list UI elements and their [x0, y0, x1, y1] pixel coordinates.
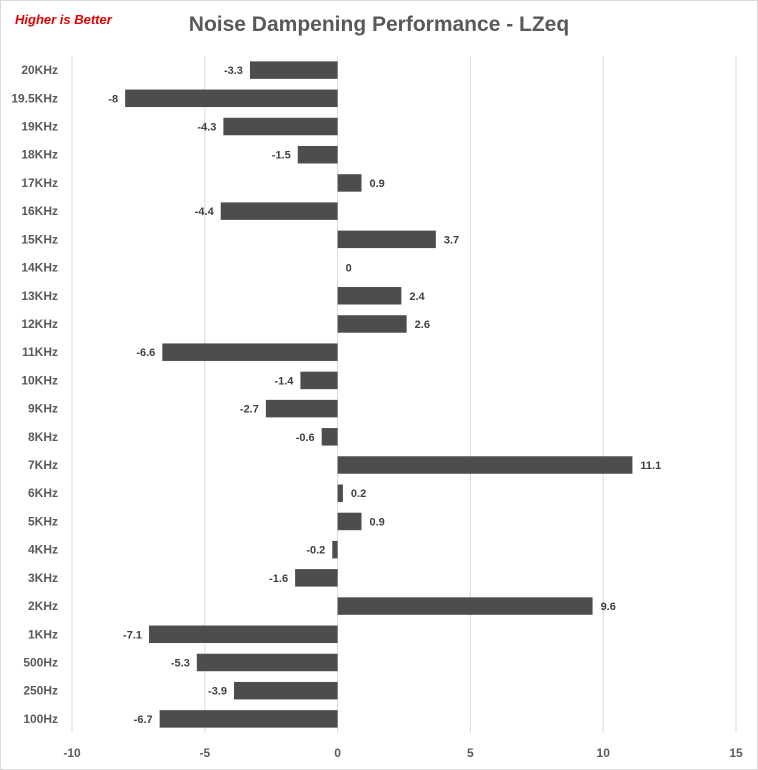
category-label: 12KHz — [21, 317, 58, 331]
bar — [125, 89, 338, 108]
data-label: 0.2 — [351, 488, 366, 500]
category-label: 13KHz — [21, 289, 58, 303]
bar — [337, 512, 362, 531]
data-label: -3.9 — [208, 686, 227, 698]
bar — [321, 428, 338, 446]
bar — [337, 315, 407, 333]
bar — [223, 117, 338, 136]
category-label: 3KHz — [28, 571, 58, 585]
bar — [337, 484, 343, 502]
bar — [249, 61, 338, 79]
data-label: -0.6 — [296, 432, 315, 444]
category-label: 2KHz — [28, 599, 58, 613]
data-label: -1.6 — [269, 573, 288, 585]
data-label: 0 — [346, 263, 352, 275]
category-label: 250Hz — [23, 684, 58, 698]
category-label: 6KHz — [28, 486, 58, 500]
bar — [220, 202, 338, 220]
bar — [162, 343, 338, 361]
data-label: -3.3 — [224, 65, 243, 77]
data-label: -1.4 — [274, 375, 294, 387]
x-tick-label: -10 — [63, 746, 81, 760]
category-label: 14KHz — [21, 261, 58, 275]
bar — [149, 625, 338, 644]
category-label: 11KHz — [22, 345, 58, 359]
data-label: 0.9 — [370, 516, 385, 528]
x-tick-label: 5 — [467, 746, 474, 760]
category-label: 100Hz — [23, 712, 58, 726]
bar — [196, 653, 338, 672]
category-label: 18KHz — [21, 148, 58, 162]
data-label: -2.7 — [240, 404, 259, 416]
category-label: 1KHz — [28, 627, 58, 641]
x-axis-ticks: -10 -5 0 5 10 15 — [63, 746, 743, 760]
data-label: 0.9 — [370, 178, 385, 190]
category-labels: 20KHz 19.5KHz 19KHz 18KHz 17KHz 16KHz 15KHz 14K… — [11, 63, 58, 726]
data-label: -6.7 — [134, 714, 153, 726]
category-label: 19KHz — [21, 120, 58, 134]
data-label: -0.2 — [306, 545, 325, 557]
gridlines — [71, 56, 737, 733]
bar — [337, 287, 402, 305]
bar — [265, 399, 338, 418]
data-label: -8 — [108, 93, 118, 105]
x-tick-label: 10 — [597, 746, 611, 760]
data-label: 11.1 — [640, 460, 661, 472]
category-label: 17KHz — [21, 176, 58, 190]
bar — [159, 710, 338, 728]
bars — [125, 61, 633, 728]
category-label: 7KHz — [28, 458, 58, 472]
category-label: 9KHz — [28, 402, 58, 416]
x-tick-label: 0 — [334, 746, 341, 760]
bar — [234, 681, 338, 700]
category-label: 5KHz — [28, 514, 58, 528]
bar — [337, 456, 633, 474]
data-label: -1.5 — [272, 150, 291, 162]
data-label: 9.6 — [601, 601, 616, 613]
category-label: 8KHz — [28, 430, 58, 444]
bar — [337, 174, 362, 192]
category-label: 19.5KHz — [11, 91, 58, 105]
bar — [297, 145, 338, 164]
bar — [332, 540, 338, 559]
bar — [300, 371, 338, 390]
bar — [337, 597, 593, 615]
data-label: -4.3 — [197, 122, 216, 134]
category-label: 15KHz — [21, 232, 58, 246]
data-labels: -3.3 -8 -4.3 -1.5 0.9 -4.4 3.7 0 2.4 2.6 -6.6 -1.4 -… — [108, 65, 661, 726]
data-label: 2.4 — [409, 291, 425, 303]
category-label: 16KHz — [21, 204, 58, 218]
data-label: -6.6 — [136, 347, 155, 359]
bar — [337, 230, 436, 249]
x-tick-label: -5 — [199, 746, 210, 760]
bar — [295, 569, 338, 587]
category-label: 10KHz — [21, 373, 58, 387]
category-label: 500Hz — [23, 655, 58, 669]
x-tick-label: 15 — [729, 746, 743, 760]
data-label: 3.7 — [444, 234, 459, 246]
category-label: 20KHz — [21, 63, 58, 77]
data-label: -7.1 — [123, 629, 142, 641]
category-label: 4KHz — [28, 543, 58, 557]
higher-is-better-note: Higher is Better — [15, 12, 112, 27]
data-label: 2.6 — [415, 319, 430, 331]
data-label: -4.4 — [195, 206, 215, 218]
chart-title: Noise Dampening Performance - LZeq — [188, 13, 570, 36]
data-label: -5.3 — [171, 657, 190, 669]
